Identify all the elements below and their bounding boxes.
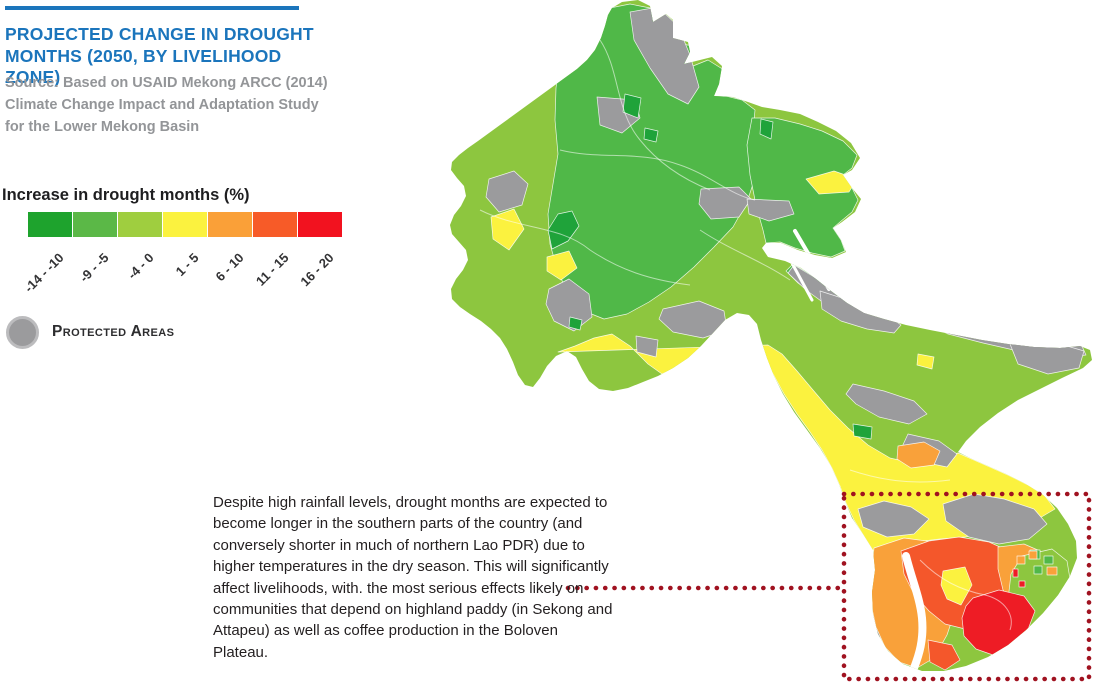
district-boundary [849,469,951,483]
map-zone [1016,555,1026,565]
map-zone [896,441,941,469]
map-zone [1043,555,1054,565]
header-rule [5,6,299,10]
map-zone [1033,565,1043,575]
legend-swatch [118,212,162,237]
map-zone [1012,568,1019,578]
legend-title: Increase in drought months (%) [2,186,250,204]
mekong-river [902,552,927,671]
protected-area-zone [942,493,1048,545]
protected-area-zone [629,6,700,105]
map-zone [1046,566,1058,576]
legend-swatch [253,212,297,237]
map-zone [730,1,763,21]
protected-area-zone [635,335,659,358]
legend-swatch [208,212,252,237]
map-zone [1028,550,1038,560]
protected-areas-label: Protected Areas [52,323,175,340]
map-zone [852,423,873,440]
map-zone [916,353,935,370]
map-zone [927,639,961,671]
protected-area-zone [545,278,593,332]
annotation-text: Despite high rainfall levels, drought mo… [213,494,613,661]
district-boundary [699,229,791,281]
map-zone [896,202,958,232]
legend-swatch [163,212,207,237]
district-boundary [479,209,691,286]
protected-area-zone [857,500,930,538]
legend-swatch [73,212,117,237]
map-zone [759,118,774,140]
map-zone [546,250,578,281]
highlight-rectangle [841,491,1092,682]
legend-swatch [28,212,72,237]
protected-area-zone [485,170,529,213]
protected-area-zone [746,198,795,222]
page-title: PROJECTED CHANGE IN DROUGHT MONTHS (2050… [5,24,314,88]
map-zone [643,127,659,143]
legend-swatch [298,212,342,237]
district-boundary [919,559,1012,631]
protected-area-zone [845,383,928,425]
source-note: Source: Based on USAID Mekong ARCC (2014… [5,75,328,136]
map-zone [490,208,525,251]
protected-areas-swatch [6,316,39,349]
legend-swatch-row [28,212,342,237]
map-zone [622,93,642,119]
map-zone [568,316,583,331]
map-zone [917,279,1001,302]
map-zone [1018,580,1026,588]
district-boundary [599,39,711,191]
map-zone [961,589,1036,656]
protected-area-zone [698,186,752,220]
map-zone [547,210,580,250]
map-zone [746,117,859,258]
district-boundary [559,149,756,201]
